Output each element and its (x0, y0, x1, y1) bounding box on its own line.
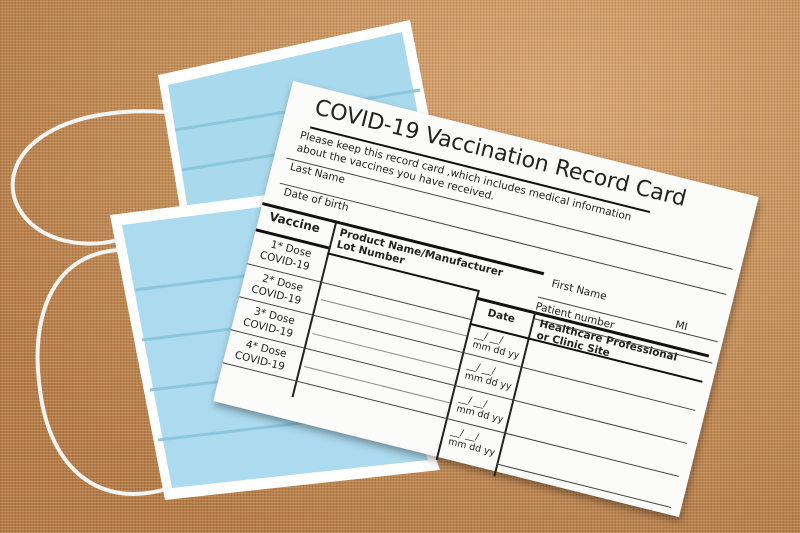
date-field[interactable]: __/ __/mm dd yy (463, 359, 513, 393)
ear-loops (10, 109, 171, 496)
date-field[interactable]: __/ __/mm dd yy (447, 425, 497, 459)
first-name-label: First Name (550, 277, 608, 303)
col-date: Date (486, 307, 517, 326)
date-field[interactable]: __/ __/mm dd yy (455, 392, 505, 426)
col-vaccine: Vaccine (267, 209, 322, 236)
